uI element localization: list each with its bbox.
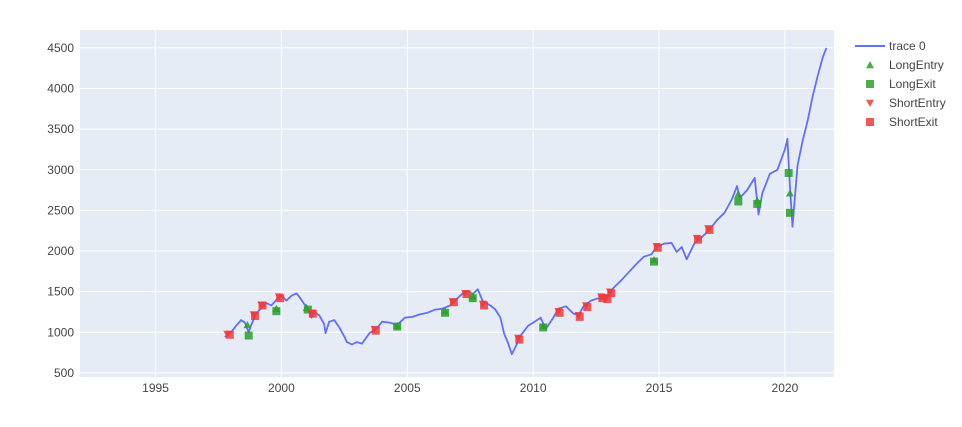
long-exit-marker [272,307,281,316]
long-exit-marker [468,294,477,303]
long-entry-marker [243,320,252,329]
long-exit-marker [303,305,312,314]
long-exit-marker [784,169,793,178]
long-exit-marker [649,257,658,266]
x-tick-label: 2010 [520,381,547,395]
plot-background [80,30,834,377]
x-tick-label: 2000 [268,381,295,395]
legend-label: ShortExit [889,115,938,129]
y-tick-label: 3000 [47,163,74,177]
y-tick-label: 3500 [47,122,74,136]
long-exit-marker [244,331,253,340]
y-tick-label: 1000 [47,325,74,339]
long-exit-marker [393,322,402,331]
short-exit-marker [555,308,564,317]
short-exit-marker [480,301,489,310]
y-tick-label: 1500 [47,285,74,299]
long-entry-marker [734,190,743,198]
x-tick-label: 2020 [772,381,799,395]
x-tick-label: 1995 [142,381,169,395]
legend-marker-swatch [866,80,874,88]
legend-item[interactable]: LongExit [866,77,936,91]
short-exit-marker [575,312,584,321]
long-exit-marker [441,308,450,317]
x-tick-label: 2005 [394,381,421,395]
long-exit-marker [753,199,762,208]
y-tick-label: 4500 [47,41,74,55]
short-exit-marker [308,309,317,318]
grid-lines [80,30,834,377]
short-exit-marker [653,243,662,252]
y-tick-label: 4000 [47,82,74,96]
legend-item[interactable]: LongEntry [866,58,944,72]
short-exit-marker [250,312,259,321]
long-exit-marker [785,208,794,217]
legend-label: LongEntry [889,58,944,72]
y-tick-label: 2000 [47,244,74,258]
short-exit-marker [225,330,234,339]
long-exit-marker [734,197,743,206]
short-exit-marker [583,303,592,312]
legend-label: LongExit [889,77,936,91]
legend-marker-swatch [866,61,874,69]
short-exit-marker [276,294,285,303]
legend-label: trace 0 [889,39,926,53]
x-tick-label: 2015 [646,381,673,395]
legend-item[interactable]: trace 0 [855,39,926,53]
short-exit-marker [449,298,458,307]
trace-0-line [224,47,828,356]
short-exit-marker [258,301,267,310]
short-exit-marker [603,294,612,303]
short-exit-marker [515,335,524,344]
y-tick-label: 2500 [47,203,74,217]
marker-layer [223,169,794,344]
short-exit-marker [694,235,703,244]
legend-marker-swatch [866,99,874,107]
legend-item[interactable]: ShortEntry [866,96,946,110]
trace-layer [224,47,828,356]
long-entry-marker [785,189,794,197]
legend-marker-swatch [866,118,874,126]
y-tick-label: 500 [54,366,74,380]
long-exit-marker [539,323,548,332]
short-exit-marker [462,290,471,299]
legend[interactable]: trace 0 LongEntry LongExit ShortEntry ShortE… [855,39,946,129]
legend-label: ShortEntry [889,96,946,110]
short-exit-marker [705,225,714,234]
short-exit-marker [598,294,607,303]
short-exit-marker [371,326,380,335]
legend-item[interactable]: ShortExit [866,115,938,129]
short-exit-marker [607,289,616,298]
axis-labels: 1995 2000 2005 2010 2015 2020 500 1000 1500 2000 2… [47,41,798,395]
